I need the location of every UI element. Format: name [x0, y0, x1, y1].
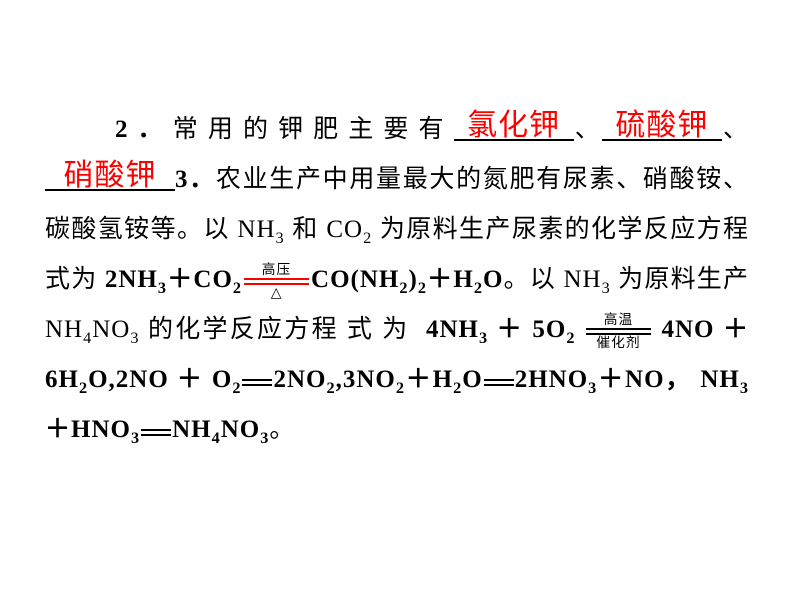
f: ＋H [427, 266, 474, 293]
equals-sign [242, 369, 272, 394]
s: 2 [453, 379, 462, 397]
t: NO [92, 316, 130, 343]
answer-3: 硝酸钾 [64, 159, 157, 192]
equals-sign [484, 369, 514, 394]
f: ＋CO [167, 266, 233, 293]
s: 2 [326, 379, 335, 397]
document-body: 2．常用的钾肥主要有氯化钾、硫酸钾、 硝酸钾3．农业生产中用量最大的氮肥有尿素、… [45, 105, 749, 455]
f: NO [221, 416, 261, 443]
answer-2: 硫酸钾 [615, 109, 708, 142]
s: 2 [399, 279, 408, 297]
q2-number: 2． [115, 116, 173, 143]
f: 4NH [426, 316, 479, 343]
s: 2 [232, 379, 241, 397]
s: 3 [260, 429, 269, 447]
eq1: 2NH3＋CO2高压△CO(NH2)2＋H2O [105, 266, 504, 293]
q3-number: 3． [175, 166, 216, 193]
f: O [483, 266, 503, 293]
blank-3: 硝酸钾 [45, 163, 175, 191]
f: O,2NO ＋ O [88, 366, 232, 393]
s: 4 [212, 429, 221, 447]
period: 。 [269, 416, 295, 443]
reaction-arrow: 高压△ [244, 264, 309, 299]
f: 2HNO [515, 366, 588, 393]
s: 2 [233, 279, 242, 297]
t: 和 CO [285, 216, 363, 243]
reaction-arrow: 高温催化剂 [586, 314, 651, 349]
t: 的化学反应方 [139, 316, 311, 343]
blank-1: 氯化钾 [454, 113, 574, 141]
sep2: 、 [722, 116, 749, 143]
answer-1: 氯化钾 [467, 109, 560, 142]
s: 3 [131, 429, 140, 447]
sub: 3 [276, 229, 285, 247]
f: NH [172, 416, 212, 443]
cond-bot: △ [244, 279, 309, 307]
f: O [462, 366, 482, 393]
f: CO(NH [311, 266, 399, 293]
cond-bot: 催化剂 [586, 329, 651, 357]
t: 程式为 [312, 316, 418, 343]
t: 。以 NH [503, 266, 601, 293]
s: 2 [79, 379, 88, 397]
s: 3 [740, 379, 749, 397]
s: 4 [83, 329, 92, 347]
blank-2: 硫酸钾 [602, 113, 722, 141]
s: 3 [479, 329, 488, 347]
s: 2 [566, 329, 575, 347]
sub: 2 [363, 229, 372, 247]
equals-sign [141, 419, 171, 444]
f: ＋ 5O [488, 316, 566, 343]
f: 2NO [273, 366, 326, 393]
f: ,3NO [336, 366, 396, 393]
f: ＋H [405, 366, 453, 393]
s: 3 [588, 379, 597, 397]
f: ＋HNO [45, 416, 131, 443]
f: 2NH [105, 266, 158, 293]
f: ＋NO， NH [597, 366, 740, 393]
q2-text-a: 常用的钾肥主要有 [173, 116, 454, 143]
sep1: 、 [574, 116, 602, 143]
s: 2 [418, 279, 427, 297]
s: 2 [396, 379, 405, 397]
s: 3 [158, 279, 167, 297]
s: 3 [602, 279, 611, 297]
s: 2 [474, 279, 483, 297]
f: ) [409, 266, 418, 293]
